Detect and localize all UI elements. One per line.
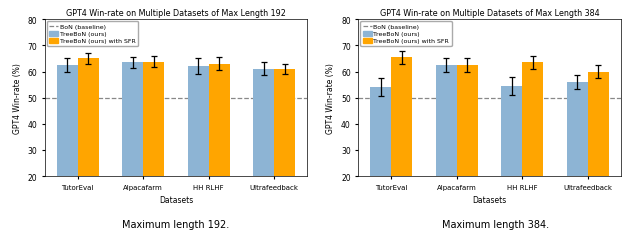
Legend: BoN (baseline), TreeBoN (ours), TreeBoN (ours) with SFR: BoN (baseline), TreeBoN (ours), TreeBoN … <box>47 22 138 47</box>
Bar <box>143 62 164 176</box>
Bar <box>275 70 295 176</box>
Text: Maximum length 384.: Maximum length 384. <box>442 219 550 229</box>
Bar <box>253 70 275 176</box>
Title: GPT4 Win-rate on Multiple Datasets of Max Length 192: GPT4 Win-rate on Multiple Datasets of Ma… <box>66 9 286 18</box>
Legend: BoN (baseline), TreeBoN (ours), TreeBoN (ours) with SFR: BoN (baseline), TreeBoN (ours), TreeBoN … <box>360 22 452 47</box>
Bar <box>457 66 478 176</box>
Bar <box>436 66 457 176</box>
Bar <box>209 65 230 176</box>
Bar <box>501 86 522 176</box>
Bar <box>371 88 391 176</box>
Bar <box>188 67 209 176</box>
Bar <box>567 83 588 176</box>
X-axis label: Datasets: Datasets <box>472 196 507 204</box>
Bar <box>57 66 77 176</box>
Bar <box>588 72 609 176</box>
Y-axis label: GPT4 Win-rate (%): GPT4 Win-rate (%) <box>13 63 22 134</box>
Y-axis label: GPT4 Win-rate (%): GPT4 Win-rate (%) <box>326 63 335 134</box>
Bar <box>77 59 99 176</box>
X-axis label: Datasets: Datasets <box>159 196 193 204</box>
Text: Maximum length 192.: Maximum length 192. <box>122 219 230 229</box>
Bar <box>122 63 143 176</box>
Bar <box>522 63 543 176</box>
Title: GPT4 Win-rate on Multiple Datasets of Max Length 384: GPT4 Win-rate on Multiple Datasets of Ma… <box>380 9 600 18</box>
Bar <box>391 58 412 176</box>
